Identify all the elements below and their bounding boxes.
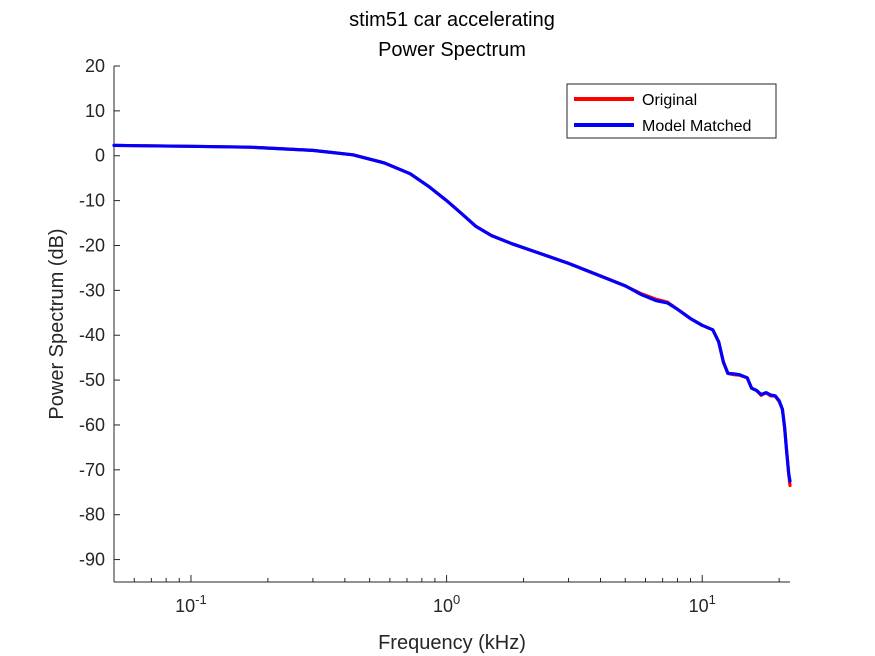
y-tick-label: -40 bbox=[79, 325, 105, 345]
y-tick-label: -70 bbox=[79, 460, 105, 480]
legend-label-model-matched: Model Matched bbox=[642, 118, 751, 135]
x-axis-label: Frequency (kHz) bbox=[378, 632, 526, 654]
chart-subtitle: Power Spectrum bbox=[378, 39, 526, 61]
x-tick-label: 101 bbox=[689, 592, 716, 616]
y-tick-label: -90 bbox=[79, 550, 105, 570]
chart-legend: Original Model Matched bbox=[566, 83, 777, 139]
y-tick-label: -80 bbox=[79, 505, 105, 525]
y-axis-label: Power Spectrum (dB) bbox=[46, 228, 68, 419]
y-ticks: 20 10 0 -10 -20 -30 -40 -50 -60 -70 -80 -90 bbox=[79, 56, 120, 570]
y-tick-label: 0 bbox=[95, 146, 105, 166]
y-tick-label: -50 bbox=[79, 370, 105, 390]
y-tick-label: -10 bbox=[79, 191, 105, 211]
legend-label-original: Original bbox=[642, 92, 697, 109]
x-ticks: 10-1 100 101 bbox=[113, 575, 780, 616]
x-tick-label: 100 bbox=[433, 592, 460, 616]
y-tick-label: -60 bbox=[79, 415, 105, 435]
y-tick-label: -20 bbox=[79, 235, 105, 255]
x-tick-label: 10-1 bbox=[175, 592, 207, 616]
y-tick-label: -30 bbox=[79, 280, 105, 300]
y-tick-label: 20 bbox=[85, 56, 105, 76]
series-lines bbox=[112, 143, 792, 488]
series-line-model-matched bbox=[112, 143, 792, 483]
y-tick-label: 10 bbox=[85, 101, 105, 121]
chart-title: stim51 car accelerating bbox=[349, 9, 555, 31]
legend-box bbox=[566, 83, 777, 139]
